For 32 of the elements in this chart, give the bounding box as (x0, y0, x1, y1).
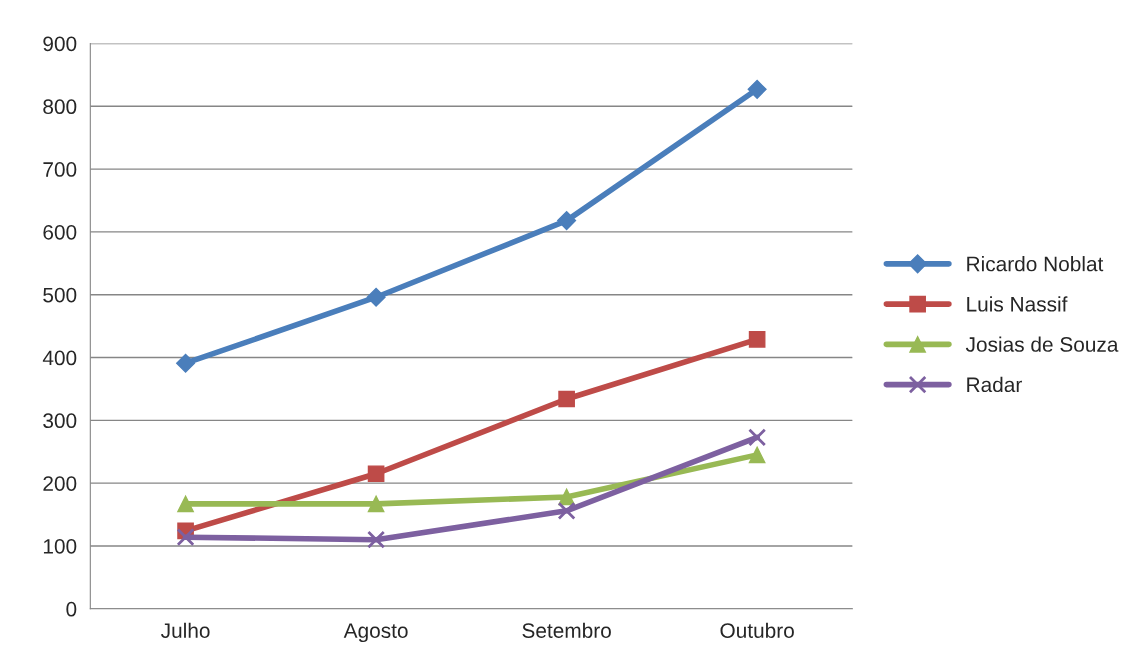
y-tick-label: 300 (43, 413, 77, 429)
legend-label: Ricardo Noblat (967, 256, 1104, 272)
y-tick-label: 800 (43, 99, 77, 115)
x-tick-label: Outubro (720, 622, 794, 638)
point (557, 211, 577, 231)
x-tick-label: Setembro (522, 622, 611, 638)
y-tick-label: 400 (42, 350, 77, 366)
point (176, 353, 196, 373)
point (748, 330, 766, 348)
x-tick-label: Agosto (343, 623, 408, 643)
point (367, 465, 385, 483)
y-tick-label: 600 (43, 224, 77, 240)
point (557, 501, 576, 520)
point (747, 79, 767, 99)
point (367, 530, 386, 549)
point (748, 446, 766, 464)
y-tick-label: 100 (43, 538, 77, 554)
point (366, 287, 386, 307)
point (558, 390, 575, 408)
legend-label: Josias de Souza (965, 336, 1119, 352)
x-tick-label: Julho (161, 622, 210, 638)
y-tick-label: 700 (43, 162, 77, 177)
y-tick-label: 200 (43, 476, 77, 491)
point (748, 428, 767, 447)
point (177, 495, 194, 513)
y-tick-label: 0 (66, 601, 77, 617)
point (176, 528, 195, 547)
y-tick-label: 900 (43, 36, 77, 52)
legend-label: Radar (967, 376, 1022, 393)
y-tick-label: 500 (43, 287, 77, 303)
point (367, 495, 385, 513)
legend-label: Luis Nassif (967, 296, 1068, 312)
